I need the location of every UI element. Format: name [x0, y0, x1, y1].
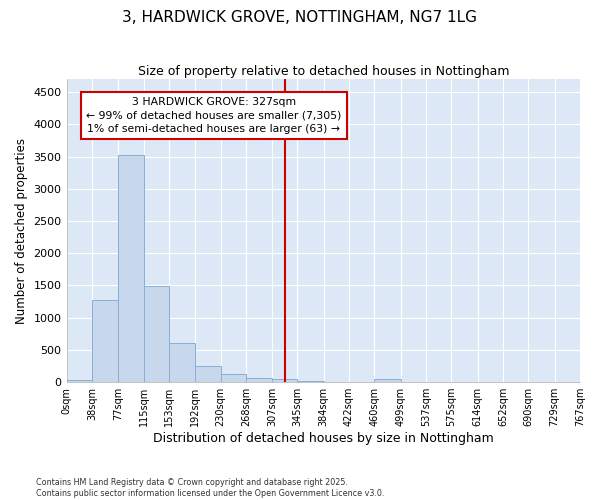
- Bar: [195, 366, 221, 382]
- Text: 3 HARDWICK GROVE: 327sqm
← 99% of detached houses are smaller (7,305)
1% of semi: 3 HARDWICK GROVE: 327sqm ← 99% of detach…: [86, 97, 341, 134]
- Text: Contains HM Land Registry data © Crown copyright and database right 2025.
Contai: Contains HM Land Registry data © Crown c…: [36, 478, 385, 498]
- Bar: [246, 378, 272, 382]
- Bar: [169, 344, 195, 382]
- Text: 3, HARDWICK GROVE, NOTTINGHAM, NG7 1LG: 3, HARDWICK GROVE, NOTTINGHAM, NG7 1LG: [122, 10, 478, 25]
- Title: Size of property relative to detached houses in Nottingham: Size of property relative to detached ho…: [137, 65, 509, 78]
- X-axis label: Distribution of detached houses by size in Nottingham: Distribution of detached houses by size …: [153, 432, 494, 445]
- Bar: [374, 379, 401, 382]
- Bar: [92, 300, 118, 382]
- Y-axis label: Number of detached properties: Number of detached properties: [15, 138, 28, 324]
- Bar: [221, 374, 246, 382]
- Bar: [272, 379, 298, 382]
- Bar: [118, 154, 143, 382]
- Bar: [67, 380, 92, 382]
- Bar: [143, 286, 169, 382]
